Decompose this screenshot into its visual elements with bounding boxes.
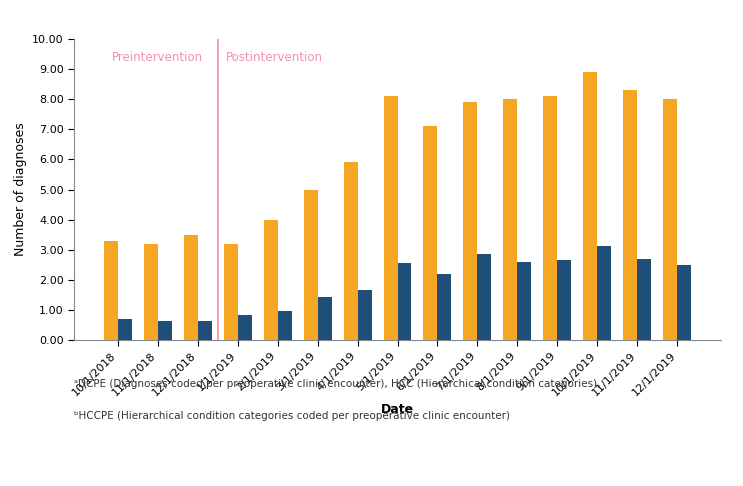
Bar (198, 321, 212, 340)
Bar (438, 274, 452, 340)
Bar (357, 290, 372, 340)
Bar (663, 99, 678, 340)
Bar (317, 296, 331, 340)
Text: Preintervention: Preintervention (112, 51, 204, 64)
Bar (504, 99, 517, 340)
Bar (583, 72, 597, 340)
Bar (184, 235, 198, 340)
Bar (117, 318, 132, 340)
Bar (304, 190, 317, 340)
X-axis label: Date: Date (381, 403, 414, 417)
Y-axis label: Number of diagnoses: Number of diagnoses (13, 122, 27, 257)
Bar (343, 162, 357, 340)
Bar (383, 96, 398, 340)
Bar (143, 244, 158, 340)
Bar (597, 246, 611, 340)
Bar (623, 90, 637, 340)
Bar (678, 265, 691, 340)
Text: ᵇHCCPE (Hierarchical condition categories coded per preoperative clinic encounte: ᵇHCCPE (Hierarchical condition categorie… (74, 411, 510, 421)
Bar (543, 96, 557, 340)
Text: Postintervention: Postintervention (226, 51, 322, 64)
Bar (278, 311, 291, 340)
Bar (264, 220, 278, 340)
Bar (637, 259, 652, 340)
Bar (424, 126, 438, 340)
Bar (557, 260, 571, 340)
Bar (478, 254, 491, 340)
Bar (238, 315, 252, 340)
Bar (517, 262, 531, 340)
Bar (398, 263, 412, 340)
Text: ᵃDCPE (Diagnoses coded per preoperative clinic encounter), HCC (Hierarchical con: ᵃDCPE (Diagnoses coded per preoperative … (74, 379, 601, 389)
Bar (104, 241, 117, 340)
Bar (464, 102, 478, 340)
Bar (224, 244, 238, 340)
Bar (158, 321, 172, 340)
